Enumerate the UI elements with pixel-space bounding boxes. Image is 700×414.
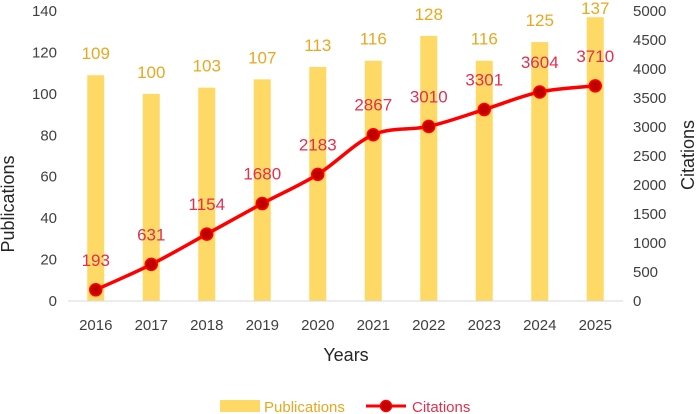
bar-publications xyxy=(142,93,160,301)
x-tick-label: 2019 xyxy=(246,317,279,334)
left-tick-label: 100 xyxy=(32,86,57,103)
bar-publications xyxy=(475,60,493,301)
bar-publications xyxy=(309,66,327,301)
left-tick-label: 20 xyxy=(40,252,57,269)
bar-value-label: 128 xyxy=(415,5,443,24)
right-tick-label: 3500 xyxy=(633,90,666,107)
x-tick-label: 2022 xyxy=(412,317,445,334)
right-tick-label: 2000 xyxy=(633,177,666,194)
bar-value-label: 109 xyxy=(82,44,110,63)
right-tick-label: 2500 xyxy=(633,148,666,165)
legend-publications-label: Publications xyxy=(264,399,345,414)
line-value-label: 1154 xyxy=(188,195,225,214)
x-tick-label: 2023 xyxy=(468,317,501,334)
citations-marker xyxy=(588,79,602,93)
bar-publications xyxy=(253,79,271,301)
bar-value-label: 103 xyxy=(193,57,221,76)
citations-marker xyxy=(144,257,158,272)
legend-citations-label: Citations xyxy=(412,399,470,414)
right-tick-label: 3000 xyxy=(633,119,666,136)
x-tick-label: 2021 xyxy=(357,317,390,334)
line-value-label: 3301 xyxy=(465,71,503,90)
y-axis-right-title: Citations xyxy=(678,120,698,190)
x-tick-label: 2018 xyxy=(190,317,223,334)
left-tick-label: 80 xyxy=(40,127,57,144)
citations-marker xyxy=(477,102,491,117)
bar-publications xyxy=(198,87,216,302)
right-tick-label: 4000 xyxy=(633,61,666,78)
citations-marker xyxy=(422,119,436,134)
bar-publications xyxy=(364,60,382,301)
legend: Publications Citations xyxy=(220,399,470,414)
line-value-label: 3604 xyxy=(521,53,559,72)
right-tick-label: 5000 xyxy=(633,3,666,20)
left-tick-label: 40 xyxy=(40,210,57,227)
bar-publications xyxy=(420,35,438,301)
citations-line-layer xyxy=(89,79,602,297)
bar-value-label: 137 xyxy=(581,0,609,18)
line-value-label: 2867 xyxy=(354,96,392,115)
line-labels: 193 631 1154 1680 2183 2867 3010 3301 3604 3710 xyxy=(82,47,615,270)
bar-value-label: 116 xyxy=(360,30,387,49)
bar-labels: 109 100 103 107 113 116 128 116 125 137 xyxy=(82,0,610,82)
legend-citations-marker xyxy=(379,399,393,413)
bar-value-label: 100 xyxy=(137,63,165,82)
citations-marker xyxy=(255,196,269,211)
citations-marker xyxy=(366,127,380,142)
citations-line xyxy=(95,84,596,292)
right-tick-label: 1500 xyxy=(633,206,666,223)
legend-publications-swatch xyxy=(220,400,260,412)
citations-marker xyxy=(311,167,325,182)
left-tick-label: 140 xyxy=(32,3,57,20)
right-tick-label: 500 xyxy=(633,264,658,281)
y-axis-left-title: Publications xyxy=(0,155,18,252)
citations-marker xyxy=(533,85,547,99)
right-tick-label: 0 xyxy=(633,293,641,310)
line-value-label: 1680 xyxy=(243,165,281,184)
line-value-label: 193 xyxy=(82,251,110,270)
x-tick-label: 2020 xyxy=(301,317,334,334)
citations-marker xyxy=(200,227,214,241)
right-axis-ticks: 0 500 1000 1500 2000 2500 3000 3500 4000 4500 5000 xyxy=(633,3,666,310)
right-tick-label: 1000 xyxy=(633,235,666,252)
left-tick-label: 0 xyxy=(49,293,57,310)
x-axis-title: Years xyxy=(323,345,368,365)
right-tick-label: 4500 xyxy=(633,32,666,49)
bars xyxy=(87,17,604,302)
bar-value-label: 113 xyxy=(304,36,331,55)
x-axis-ticks: 2016 2017 2018 2019 2020 2021 2022 2023 2024 2025 xyxy=(79,317,612,334)
line-value-label: 3710 xyxy=(576,47,614,66)
line-value-label: 3010 xyxy=(410,87,448,106)
bar-value-label: 125 xyxy=(526,11,554,30)
bar-publications xyxy=(531,42,549,301)
x-tick-label: 2016 xyxy=(79,317,112,334)
left-axis-ticks: 0 20 40 60 80 100 120 140 xyxy=(32,3,57,310)
line-value-label: 631 xyxy=(137,225,165,244)
x-tick-label: 2017 xyxy=(135,317,168,334)
left-tick-label: 120 xyxy=(32,44,57,61)
bar-value-label: 116 xyxy=(471,30,498,49)
line-value-label: 2183 xyxy=(299,135,337,154)
bar-publications xyxy=(87,75,105,301)
citations-marker xyxy=(89,283,103,297)
left-tick-label: 60 xyxy=(40,169,57,186)
x-tick-label: 2024 xyxy=(523,317,556,334)
x-tick-label: 2025 xyxy=(579,317,612,334)
bar-value-label: 107 xyxy=(248,48,276,67)
